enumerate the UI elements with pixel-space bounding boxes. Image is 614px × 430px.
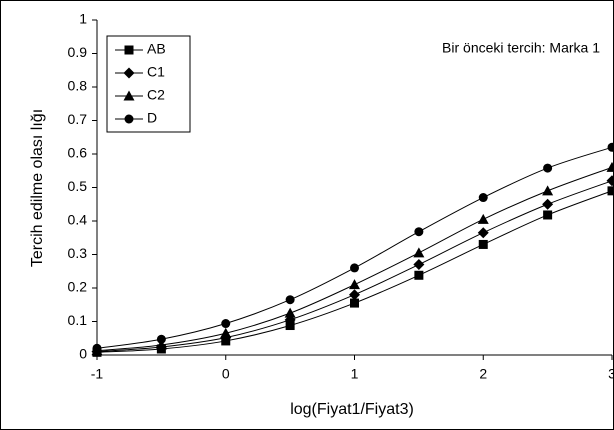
x-tick-label: 1 (351, 366, 359, 382)
marker (543, 163, 553, 173)
annotation: Bir önceki tercih: Marka 1 (442, 40, 600, 56)
marker (606, 161, 614, 172)
legend-label: D (147, 110, 157, 126)
y-tick-label: 1 (79, 11, 87, 27)
marker (285, 321, 295, 331)
y-tick-label: 0.7 (68, 111, 88, 127)
y-tick-label: 0.9 (68, 44, 88, 60)
marker (349, 279, 360, 290)
marker (220, 327, 232, 338)
y-tick-label: 0.3 (68, 245, 88, 261)
marker (284, 307, 296, 318)
marker (123, 67, 135, 79)
y-tick-label: 0.1 (68, 312, 88, 328)
marker (606, 175, 614, 187)
marker (156, 334, 166, 344)
marker (413, 259, 425, 271)
marker (542, 198, 554, 210)
legend-label: C1 (147, 64, 165, 80)
marker (607, 142, 614, 152)
marker (124, 114, 134, 124)
marker (542, 185, 554, 196)
marker (478, 239, 488, 249)
marker (414, 227, 424, 237)
y-tick-label: 0.8 (68, 78, 88, 94)
marker (477, 227, 489, 239)
marker (414, 270, 424, 280)
marker (155, 339, 167, 350)
y-axis-title: Tercih edilme olası lığı (29, 109, 46, 267)
marker (607, 186, 614, 196)
x-tick-label: -1 (91, 366, 104, 382)
x-axis-title: log(Fiyat1/Fiyat3) (290, 401, 414, 418)
marker (349, 289, 360, 301)
marker (92, 343, 102, 353)
y-tick-label: 0.2 (68, 279, 88, 295)
marker (478, 193, 488, 203)
marker (350, 298, 359, 308)
x-tick-label: 3 (608, 366, 614, 382)
marker (123, 90, 135, 101)
marker (285, 295, 295, 305)
marker (221, 319, 231, 329)
y-tick-label: 0.5 (68, 178, 88, 194)
legend-label: C2 (147, 87, 165, 103)
x-tick-label: 0 (222, 366, 230, 382)
x-tick-label: 2 (479, 366, 487, 382)
y-tick-label: 0.4 (68, 212, 88, 228)
marker (350, 263, 359, 273)
legend-box (106, 35, 191, 133)
marker (413, 247, 425, 258)
marker (124, 45, 134, 55)
marker (543, 210, 553, 220)
marker (477, 213, 489, 224)
y-tick-label: 0 (79, 346, 87, 362)
legend-label: AB (147, 41, 166, 57)
y-tick-label: 0.6 (68, 145, 88, 161)
